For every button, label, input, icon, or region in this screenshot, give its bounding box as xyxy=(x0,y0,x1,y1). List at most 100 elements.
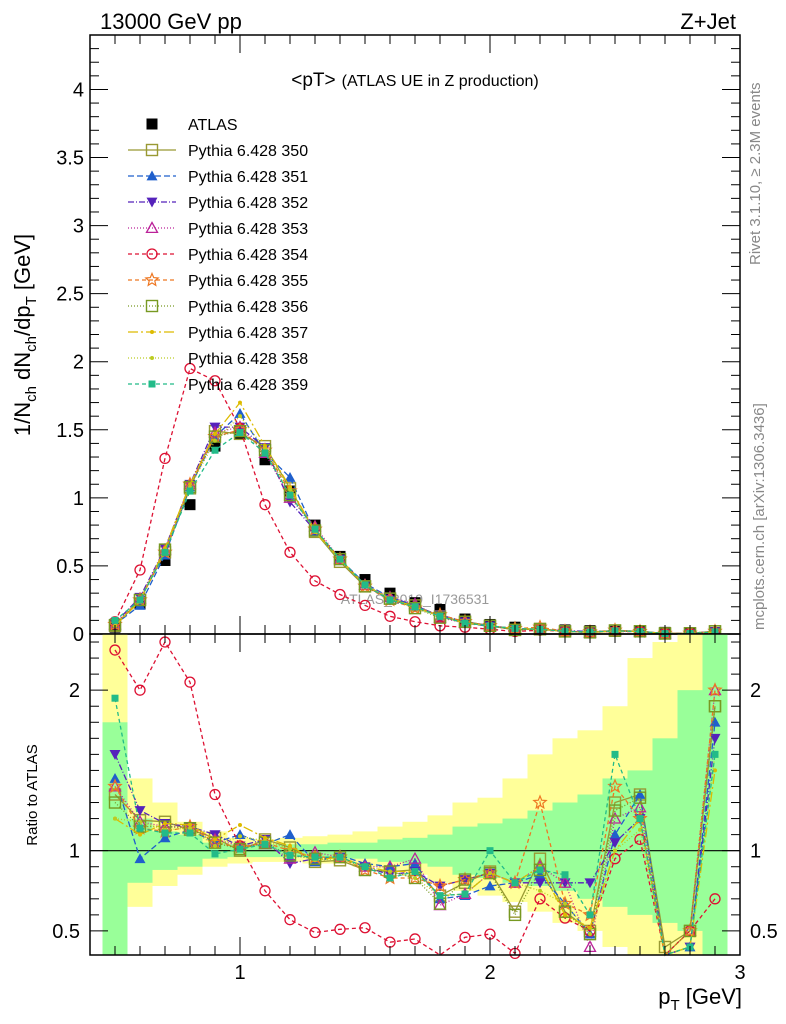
ratio-point xyxy=(608,811,622,824)
ratio-point xyxy=(359,922,371,934)
ratio-point xyxy=(336,853,344,861)
main-point xyxy=(209,375,221,387)
main-point xyxy=(411,603,419,611)
main-ytick-label: 0 xyxy=(73,624,84,646)
ratio-point xyxy=(134,853,146,864)
ratio-point xyxy=(633,791,647,804)
ratio-point xyxy=(458,873,472,886)
mcplots-credit-label: mcplots.cern.ch [arXiv:1306.3436] xyxy=(751,403,768,630)
ratio-point xyxy=(563,901,567,906)
legend-entry: Pythia 6.428 358 xyxy=(128,351,308,368)
main-point xyxy=(436,612,444,620)
main-point xyxy=(333,552,347,566)
ratio-point xyxy=(608,804,622,817)
ratio-point xyxy=(107,778,123,793)
legend-marker xyxy=(144,271,160,287)
ratio-series-6 xyxy=(108,700,722,957)
ratio-point xyxy=(408,851,422,864)
ratio-xtick-label: 1 xyxy=(234,962,245,984)
main-point xyxy=(357,578,373,593)
ratio-point xyxy=(584,878,596,889)
ratio-point xyxy=(483,866,497,879)
ratio-point xyxy=(136,824,144,832)
ratio-point xyxy=(682,922,698,938)
main-subtitle-text: (ATLAS UE in Z production) xyxy=(342,73,539,90)
ratio-point xyxy=(563,912,567,917)
ratio-point xyxy=(484,880,496,891)
main-ytick-label: 0.5 xyxy=(56,556,84,578)
ratio-point xyxy=(586,911,594,919)
ratio-xlabel: pT [GeV] xyxy=(658,984,742,1014)
ratio-ytick-label: 1 xyxy=(69,841,80,863)
main-point xyxy=(386,596,394,604)
ratio-point xyxy=(288,847,292,852)
main-point xyxy=(236,429,244,437)
ratio-point xyxy=(709,893,721,905)
ratio-point xyxy=(709,733,721,744)
main-point xyxy=(336,555,344,563)
main-point xyxy=(209,440,221,452)
ratio-xtick-label: 3 xyxy=(734,962,745,984)
ratio-point xyxy=(188,826,192,831)
ratio-point xyxy=(636,815,644,823)
band-inner xyxy=(652,738,678,923)
main-point xyxy=(311,525,319,533)
main-point xyxy=(111,616,119,624)
main-point xyxy=(159,452,171,465)
main-title: <pT> (ATLAS UE in Z production) xyxy=(291,70,538,91)
ratio-point xyxy=(263,835,267,840)
ratio-panel: 0.5 0.5 1 1 2 2 1 2 3 Ratio to ATLAS pT [GeV] xyxy=(24,633,778,1014)
legend-label: Pythia 6.428 359 xyxy=(188,377,308,394)
ratio-point xyxy=(311,853,319,861)
ratio-point xyxy=(609,838,621,849)
ratio-point xyxy=(508,908,522,922)
band-inner xyxy=(102,722,128,955)
ratio-point xyxy=(288,843,292,848)
ratio-point xyxy=(259,885,271,897)
legend-label: Pythia 6.428 353 xyxy=(188,221,308,238)
main-point xyxy=(284,471,296,482)
ratio-point xyxy=(608,796,622,809)
main-point xyxy=(233,424,247,438)
ratio-point xyxy=(558,875,572,888)
ratio-series-line xyxy=(114,640,716,957)
ratio-point xyxy=(309,926,321,939)
band-inner xyxy=(677,690,703,931)
ratio-point xyxy=(707,682,723,697)
ratio-point xyxy=(109,772,121,783)
legend-marker xyxy=(146,170,158,181)
legend-entry: Pythia 6.428 350 xyxy=(128,143,308,160)
ratio-point xyxy=(588,932,592,937)
legend-entry: Pythia 6.428 355 xyxy=(128,271,308,290)
main-point xyxy=(284,546,296,558)
ratio-point xyxy=(386,874,394,882)
ratio-point xyxy=(159,832,171,843)
ratio-point xyxy=(611,750,619,758)
ratio-point xyxy=(134,806,146,817)
ratio-ylabel: Ratio to ATLAS xyxy=(24,744,41,845)
ratio-point xyxy=(708,700,722,713)
rivet-version-label: Rivet 3.1.10, ≥ 2.3M events xyxy=(747,83,764,266)
ratio-point xyxy=(588,925,592,930)
ratio-ytick-label-right: 2 xyxy=(750,680,761,702)
main-title-text: <pT> xyxy=(291,70,335,91)
ratio-point xyxy=(461,890,469,898)
main-point xyxy=(136,596,144,604)
main-point xyxy=(261,449,269,457)
legend-marker xyxy=(145,299,159,313)
ratio-point xyxy=(113,816,117,821)
main-point xyxy=(358,580,372,593)
main-ytick-label: 2 xyxy=(73,352,84,374)
ratio-point xyxy=(361,863,369,871)
legend-marker xyxy=(148,380,156,388)
main-point xyxy=(211,446,219,454)
ratio-point xyxy=(233,842,247,856)
ratio-point xyxy=(188,822,192,827)
legend-entry: Pythia 6.428 353 xyxy=(128,221,308,238)
legend-marker xyxy=(145,143,159,157)
ratio-point xyxy=(238,822,242,827)
ratio-point xyxy=(634,833,646,846)
ratio-point xyxy=(457,871,473,887)
ratio-point xyxy=(238,834,242,839)
